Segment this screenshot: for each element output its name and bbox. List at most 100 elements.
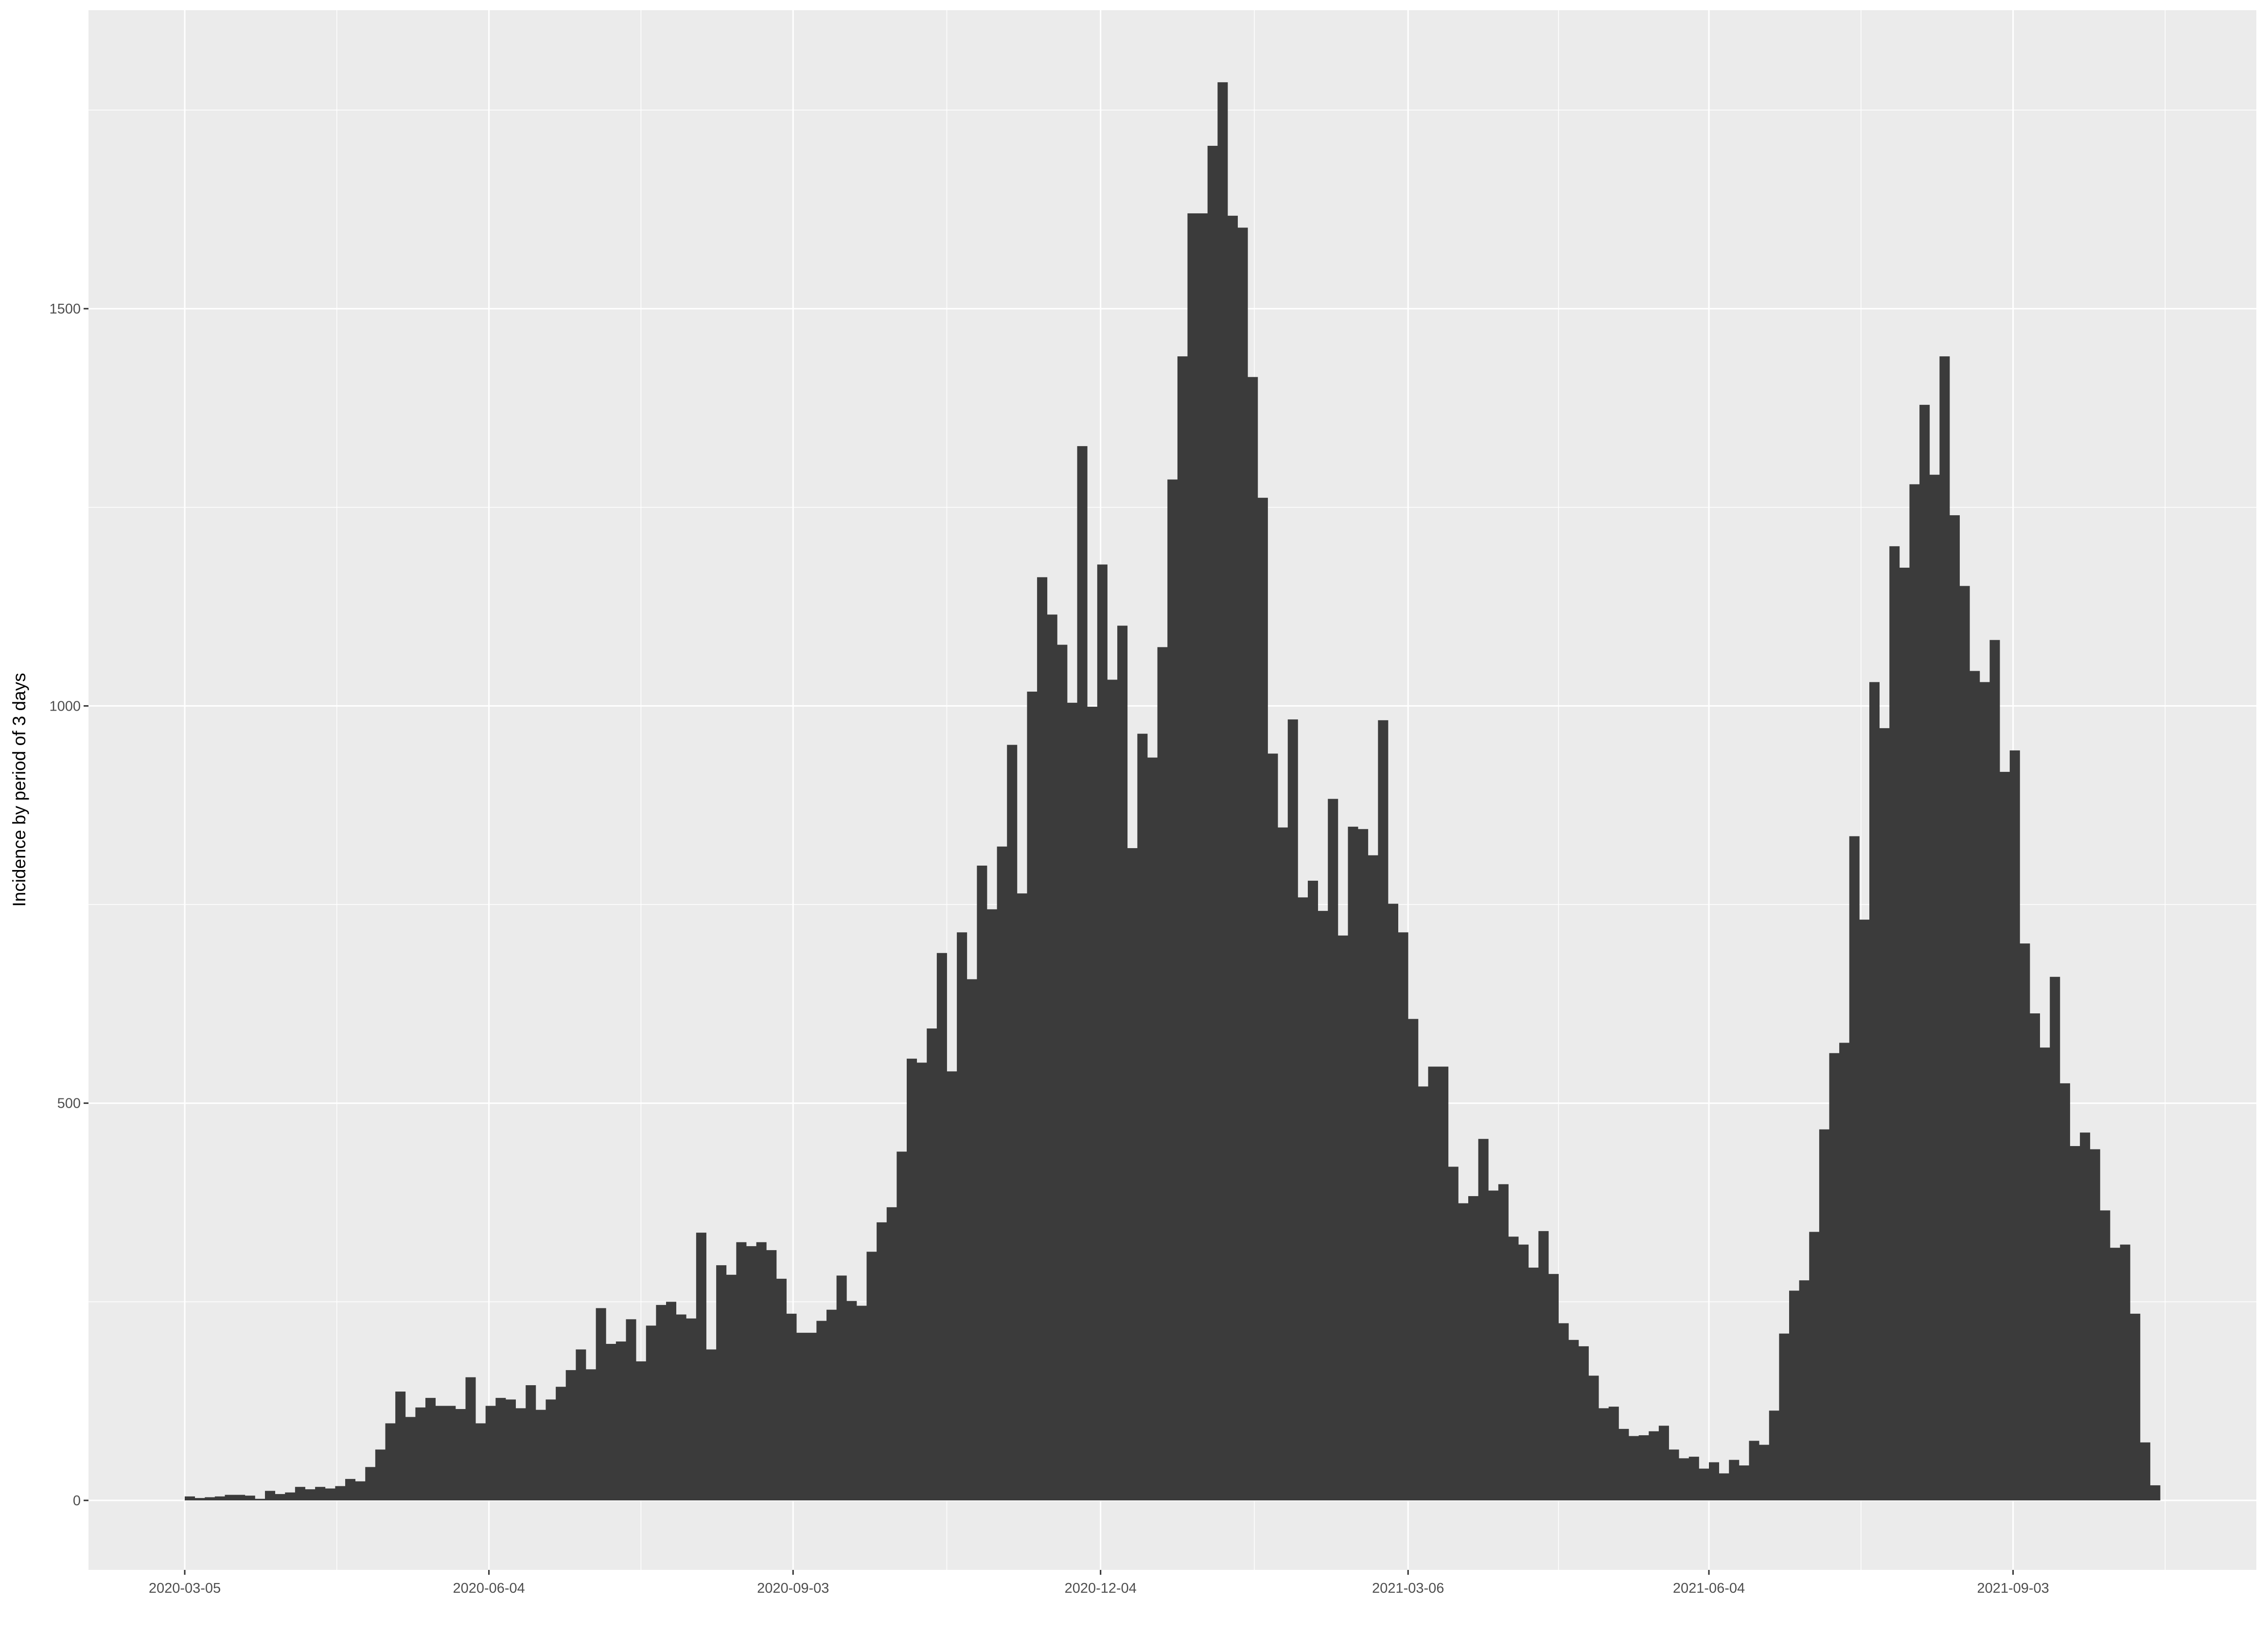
histogram-bar [1278,827,1288,1500]
histogram-bar [465,1377,476,1500]
histogram-bar [1508,1236,1519,1500]
histogram-bar [475,1423,486,1500]
histogram-bar [1087,707,1098,1500]
histogram-bar [686,1318,697,1500]
histogram-bar [646,1325,656,1500]
histogram-bar [1498,1184,1509,1500]
histogram-bar [455,1409,466,1500]
histogram-bar [1969,671,1980,1500]
histogram-bar [1588,1375,1599,1500]
histogram-bar [2030,1013,2040,1500]
histogram-bar [806,1333,817,1500]
histogram-bar [1799,1280,1810,1500]
histogram-bar [1448,1166,1459,1500]
histogram-bar [1779,1333,1790,1500]
histogram-bar [1879,728,1890,1500]
histogram-bar [1769,1410,1779,1500]
histogram-bar [1699,1468,1709,1500]
y-tick-label: 500 [57,1096,81,1112]
histogram-bar [415,1407,426,1500]
histogram-bar [2059,1083,2070,1500]
histogram-bar [1638,1435,1649,1500]
y-axis-title: Incidence by period of 3 days [9,673,29,906]
histogram-bar [295,1487,305,1500]
histogram-bar [816,1321,827,1500]
histogram-bar [1618,1428,1629,1500]
histogram-bar [1067,702,1078,1500]
histogram-bar [2100,1210,2110,1500]
histogram-bar [325,1488,335,1500]
histogram-bar [1899,567,1910,1500]
histogram-bar [1839,1043,1850,1500]
histogram-bar [2000,772,2010,1500]
histogram-bar [1267,753,1278,1500]
histogram-bar [1217,82,1228,1500]
histogram-bar [1328,799,1338,1500]
histogram-bar [1488,1190,1499,1500]
histogram-bar [1859,920,1870,1500]
histogram-bar [1308,881,1319,1500]
histogram-bar [586,1369,597,1500]
histogram-bar [205,1497,215,1500]
y-tick-label: 1500 [49,301,81,317]
histogram-bar [987,909,998,1500]
histogram-bar [877,1222,887,1500]
y-tick-label: 1000 [49,698,81,714]
histogram-bar [766,1250,777,1500]
histogram-bar [405,1417,416,1500]
histogram-bar [626,1319,636,1500]
histogram-bar [1629,1436,1639,1500]
histogram-bar [666,1302,677,1500]
histogram-bar [315,1487,326,1500]
histogram-bar [1428,1066,1439,1500]
histogram-bar [1729,1460,1740,1500]
histogram-bar [1959,586,1970,1500]
histogram-bar [1368,855,1378,1500]
histogram-bar [305,1489,316,1500]
histogram-bar [506,1399,516,1500]
x-tick-label: 2021-03-06 [1372,1581,1444,1596]
histogram-bar [866,1252,877,1500]
histogram-bar [1187,213,1198,1500]
histogram-bar [927,1028,937,1500]
histogram-bar [1418,1086,1428,1500]
histogram-bar [1658,1426,1669,1500]
histogram-bar [1378,720,1389,1500]
histogram-bar [2120,1244,2130,1500]
histogram-bar [1649,1431,1659,1500]
histogram-bar [1599,1408,1609,1500]
histogram-bar [636,1361,647,1500]
histogram-bar [275,1494,285,1500]
histogram-bar [977,865,987,1500]
histogram-bars [185,82,2161,1501]
histogram-bar [2150,1485,2161,1500]
histogram-bar [1719,1473,1729,1500]
histogram-bar [1207,146,1218,1500]
histogram-bar [365,1467,376,1500]
histogram-bar [1518,1244,1529,1500]
histogram-bar [1257,498,1268,1500]
histogram-bar [1679,1458,1689,1500]
histogram-bar [445,1406,456,1500]
histogram-bar [556,1387,566,1500]
histogram-bar [435,1406,446,1500]
histogram-bar [1889,546,1900,1500]
histogram-bar [1147,757,1158,1500]
histogram-bar [1869,682,1880,1500]
histogram-bar [1248,377,1258,1501]
x-tick-label: 2020-12-04 [1065,1581,1137,1596]
histogram-bar [756,1242,767,1500]
histogram-bar [1167,479,1178,1500]
histogram-bar [596,1308,606,1500]
x-tick-label: 2020-06-04 [453,1581,525,1596]
histogram-bar [1568,1340,1579,1500]
histogram-bar [836,1275,847,1500]
histogram-bar [535,1410,546,1500]
x-tick-label: 2021-09-03 [1977,1581,2049,1596]
histogram-bar [1027,691,1037,1500]
histogram-bar [1749,1441,1759,1500]
histogram-bar [485,1406,496,1500]
histogram-bar [375,1449,386,1500]
histogram-bar [897,1151,907,1500]
histogram-bar [1298,897,1308,1500]
